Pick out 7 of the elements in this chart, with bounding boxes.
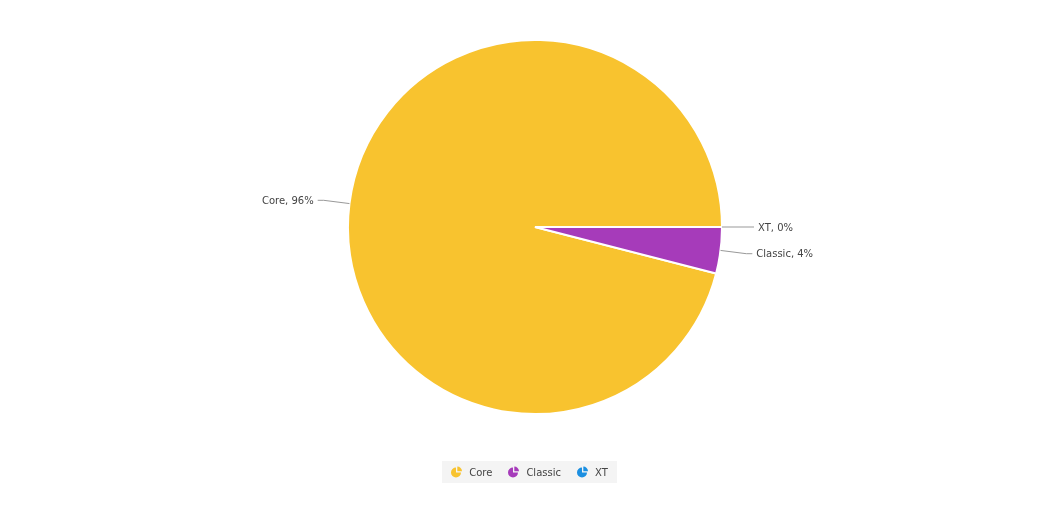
legend-label: Core [469,466,493,478]
legend-label: XT [594,466,608,478]
data-label: Core, 96% [261,194,314,206]
data-label: Classic, 4% [756,248,814,260]
pie-slice [347,39,723,415]
text: XT, 0% [758,221,794,233]
legend-label: Classic [526,466,561,478]
